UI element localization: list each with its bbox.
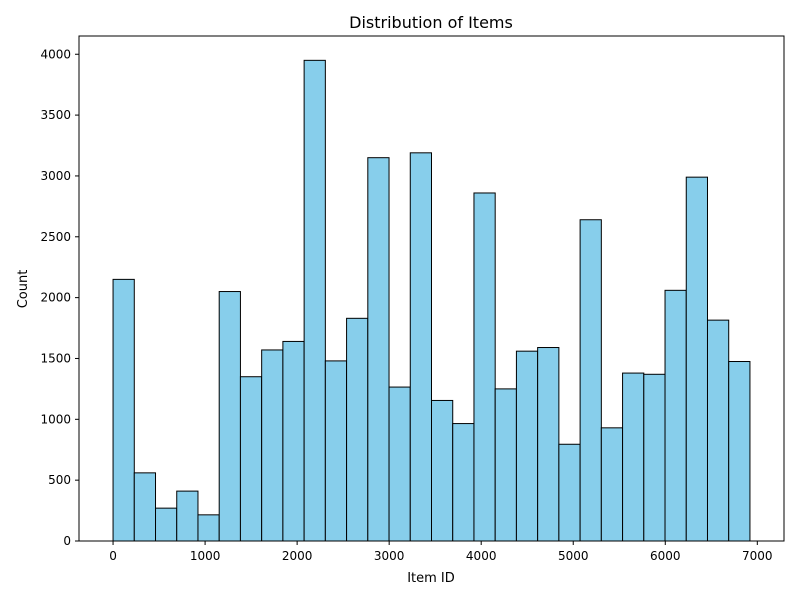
histogram-bar	[112, 278, 135, 542]
histogram-bar	[515, 350, 539, 542]
y-tick-label: 2000	[40, 291, 71, 305]
histogram-bar	[282, 340, 305, 542]
x-tick-label: 7000	[742, 549, 773, 563]
histogram-bar	[622, 372, 645, 542]
y-tick-label: 4000	[40, 47, 71, 61]
histogram-bar	[706, 319, 730, 542]
histogram-bar	[155, 507, 178, 542]
histogram-bar	[494, 388, 517, 542]
y-tick-label: 2500	[40, 230, 71, 244]
y-tick-label: 3000	[40, 169, 71, 183]
x-axis-label: Item ID	[407, 571, 455, 586]
histogram-bar	[728, 361, 751, 542]
bars-group	[112, 59, 751, 542]
histogram-bar	[197, 514, 220, 542]
histogram-bar	[664, 289, 687, 542]
histogram-bar	[537, 347, 560, 542]
histogram-bar	[409, 152, 432, 542]
histogram-bar	[431, 399, 454, 542]
histogram-bar	[579, 219, 602, 542]
y-tick-label: 500	[48, 473, 71, 487]
x-axis-ticks: 0 1000 2000 3000 4000 5000 6000 7000	[109, 541, 773, 563]
x-tick-label: 1000	[190, 549, 221, 563]
y-axis-ticks: 0 500 1000 1500 2000 2500 3000 3500 4000	[40, 47, 79, 548]
histogram-bar	[346, 317, 369, 542]
histogram-bar	[367, 157, 390, 542]
x-tick-label: 0	[109, 549, 117, 563]
histogram-bar	[643, 373, 666, 542]
histogram-bar	[452, 423, 475, 542]
y-tick-label: 3500	[40, 108, 71, 122]
plot-frame	[78, 35, 785, 542]
x-tick-label: 4000	[466, 549, 497, 563]
x-tick-label: 5000	[558, 549, 589, 563]
x-tick-label: 6000	[650, 549, 681, 563]
x-tick-label: 2000	[282, 549, 313, 563]
y-tick-label: 1000	[40, 412, 71, 426]
y-tick-label: 0	[63, 534, 71, 548]
histogram-bar	[218, 291, 241, 542]
x-tick-label: 3000	[374, 549, 405, 563]
chart-title: Distribution of Items	[349, 13, 513, 32]
histogram-bar	[303, 59, 326, 542]
histogram-bar	[685, 176, 708, 542]
histogram-bar	[324, 360, 348, 542]
y-tick-label: 1500	[40, 351, 71, 365]
y-axis-label: Count	[16, 270, 31, 309]
histogram-bar	[176, 490, 199, 542]
histogram-bar	[600, 427, 624, 542]
histogram-bar	[133, 472, 157, 542]
histogram-bar	[558, 443, 581, 542]
histogram-bar	[473, 192, 496, 542]
histogram-bar	[388, 386, 411, 542]
histogram-bar	[261, 349, 284, 542]
histogram-bar	[239, 376, 263, 542]
